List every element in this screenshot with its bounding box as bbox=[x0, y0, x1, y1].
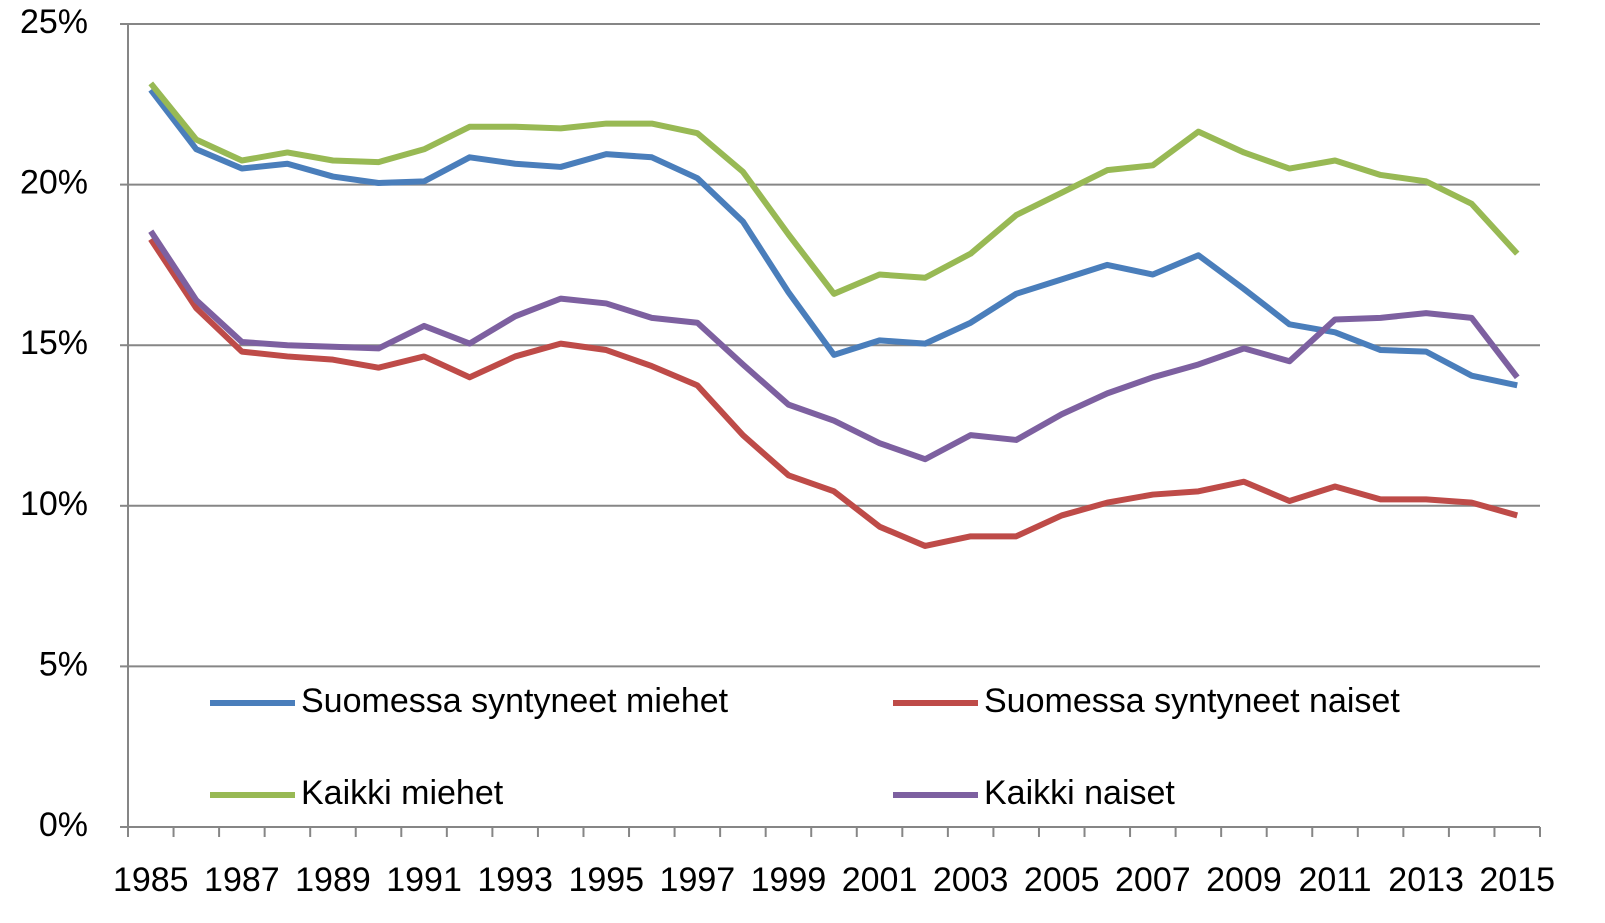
y-tick-label: 10% bbox=[20, 485, 88, 523]
x-tick-label: 1991 bbox=[386, 861, 462, 899]
x-tick-label: 1989 bbox=[295, 861, 371, 899]
x-tick-label: 1997 bbox=[660, 861, 736, 899]
x-tick-label: 1993 bbox=[477, 861, 553, 899]
x-tick-label: 1999 bbox=[751, 861, 827, 899]
x-tick-label: 2013 bbox=[1388, 861, 1464, 899]
y-tick-label: 25% bbox=[20, 3, 88, 41]
legend-label: Suomessa syntyneet naiset bbox=[984, 682, 1400, 720]
x-tick-label: 1987 bbox=[204, 861, 280, 899]
x-tick-label: 2003 bbox=[933, 861, 1009, 899]
x-tick-label: 2015 bbox=[1479, 861, 1555, 899]
legend-label: Kaikki naiset bbox=[984, 774, 1175, 812]
legend-label: Suomessa syntyneet miehet bbox=[301, 682, 729, 720]
y-tick-label: 15% bbox=[20, 324, 88, 362]
line-series bbox=[148, 237, 1519, 549]
x-tick-label: 2001 bbox=[842, 861, 918, 899]
line-series bbox=[148, 88, 1518, 389]
x-tick-label: 2011 bbox=[1298, 861, 1371, 899]
line-series bbox=[148, 81, 1520, 297]
x-tick-label: 2005 bbox=[1024, 861, 1100, 899]
x-tick-label: 1985 bbox=[113, 861, 189, 899]
x-tick-label: 1995 bbox=[568, 861, 644, 899]
y-tick-label: 20% bbox=[20, 164, 88, 202]
legend-label: Kaikki miehet bbox=[301, 774, 504, 812]
line-series bbox=[148, 229, 1520, 463]
y-tick-label: 5% bbox=[39, 645, 88, 683]
y-tick-label: 0% bbox=[39, 806, 88, 844]
x-tick-label: 2007 bbox=[1115, 861, 1191, 899]
x-tick-label: 2009 bbox=[1206, 861, 1282, 899]
